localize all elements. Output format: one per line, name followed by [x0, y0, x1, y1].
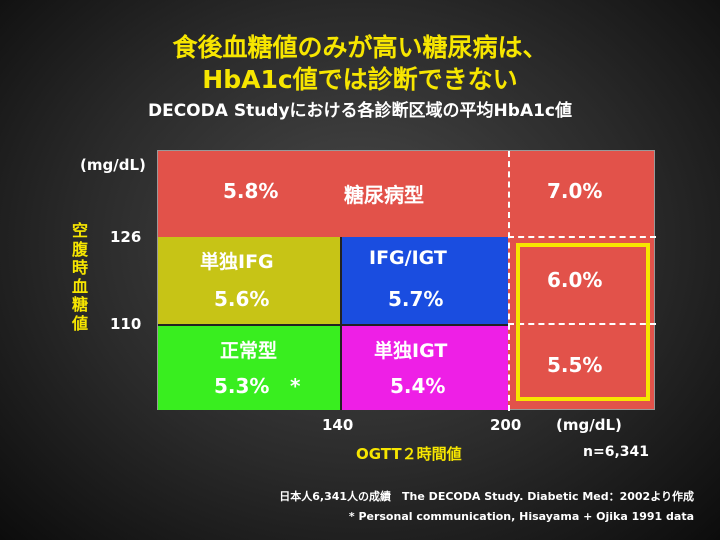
y-unit-label: (mg/dL): [80, 156, 146, 174]
ifg-name: 単独IFG: [200, 251, 274, 273]
region-igt: 単独IGT 5.4%: [340, 324, 508, 410]
region-normal: 正常型 5.3% *: [158, 324, 340, 410]
region-ifg: 単独IFG 5.6%: [158, 237, 340, 324]
subtitle: DECODA Studyにおける各診断区域の平均HbA1c値: [147, 101, 573, 121]
diabetes-right-bottom-value: 5.5%: [547, 353, 603, 377]
y-tick-126: 126: [110, 228, 142, 246]
diabetes-left-name: 糖尿病型: [344, 183, 424, 207]
footnote-source: 日本人6,341人の成績 The DECODA Study. Diabetic …: [279, 490, 694, 503]
normal-value: 5.3%: [214, 374, 270, 398]
x-unit-label: (mg/dL): [556, 416, 622, 434]
y-tick-110: 110: [110, 315, 142, 333]
diabetes-right-top-value: 7.0%: [547, 179, 603, 203]
ifg-igt-value: 5.7%: [388, 287, 444, 311]
igt-value: 5.4%: [390, 374, 446, 398]
ifg-value: 5.6%: [214, 287, 270, 311]
x-tick-200: 200: [490, 416, 522, 434]
diabetes-left-value: 5.8%: [223, 179, 279, 203]
normal-asterisk: *: [290, 374, 301, 398]
region-ifg-igt: IFG/IGT 5.7%: [340, 237, 508, 324]
x-axis-label: OGTT２時間値: [356, 445, 462, 463]
title-line-2: HbA1c値では診断できない: [202, 65, 518, 94]
divider-126-right: [508, 236, 656, 238]
footnote-asterisk: * Personal communication, Hisayama + Oji…: [348, 510, 694, 523]
diabetes-right-mid-value: 6.0%: [547, 268, 603, 292]
y-axis-label: 空腹時血糖値: [71, 221, 88, 333]
title-line-1: 食後血糖値のみが高い糖尿病は、: [172, 33, 548, 62]
igt-name: 単独IGT: [374, 340, 448, 362]
divider-110-right: [508, 323, 656, 325]
x-tick-140: 140: [322, 416, 354, 434]
ifg-igt-name: IFG/IGT: [369, 247, 447, 269]
normal-name: 正常型: [220, 340, 278, 362]
diagnosis-grid: 5.8% 糖尿病型 7.0% 単独IFG 5.6% IFG/IGT 5.7% 正…: [157, 150, 656, 411]
sample-size: n=6,341: [583, 444, 649, 460]
divider-200: [508, 151, 510, 411]
highlight-box: [516, 243, 650, 401]
